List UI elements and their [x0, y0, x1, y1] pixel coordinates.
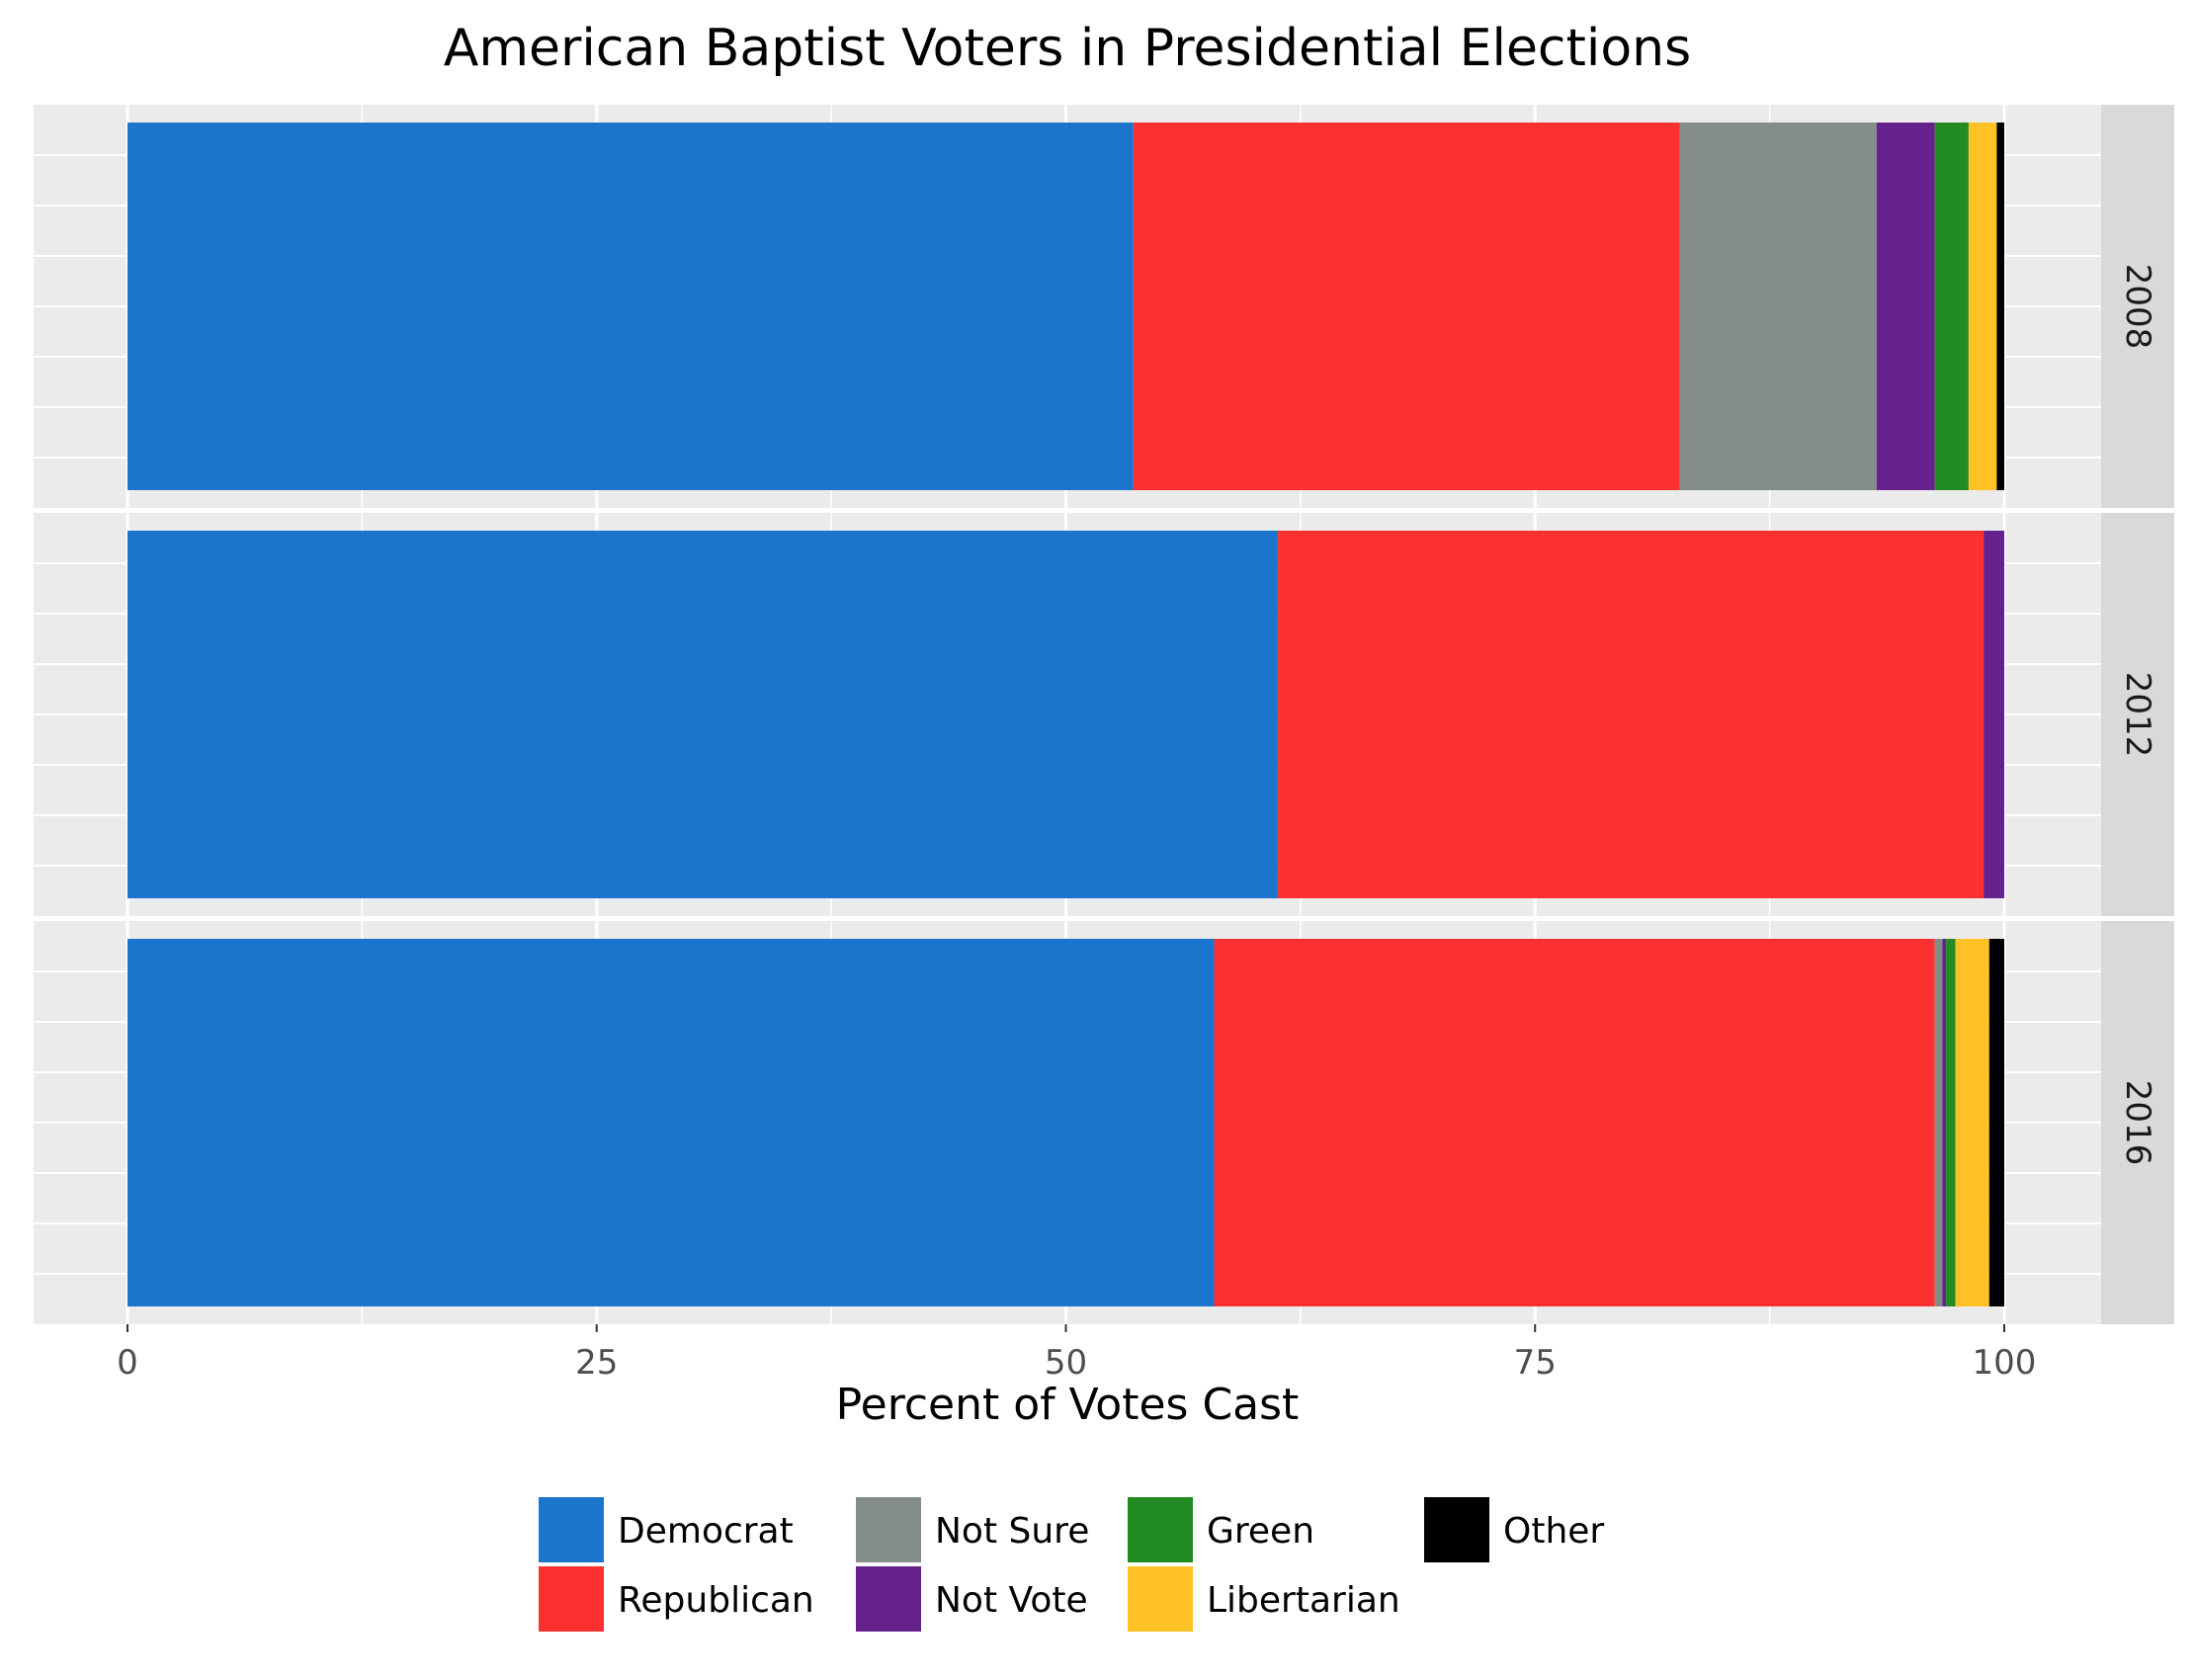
legend-item-not-sure: Not Sure: [856, 1497, 1089, 1562]
x-tick-label: 75: [1514, 1343, 1557, 1383]
bar-segment-libertarian-2016: [1956, 939, 1989, 1306]
bar-segment-democrat-2016: [127, 939, 1215, 1306]
facet-label: 2012: [2118, 672, 2157, 758]
x-tick-label: 100: [1973, 1343, 2037, 1383]
x-axis: 0 25 50 75 100: [117, 1324, 2036, 1383]
bar-segment-not-vote-2016: [1942, 939, 1946, 1306]
legend-label: Green: [1207, 1511, 1314, 1552]
legend-swatch: [539, 1566, 604, 1632]
bar-segment-republican-2012: [1278, 531, 1984, 898]
bar-segment-not-sure-2016: [1935, 939, 1943, 1306]
facet-panel-2008: 2008: [34, 105, 2174, 508]
legend-item-libertarian: Libertarian: [1128, 1566, 1400, 1632]
bar-segment-other-2008: [1996, 123, 2004, 490]
x-tick-label: 50: [1045, 1343, 1087, 1383]
facet-label: 2016: [2118, 1080, 2157, 1166]
legend-label: Not Vote: [935, 1580, 1088, 1621]
legend-label: Not Sure: [935, 1511, 1089, 1552]
bar-segment-republican-2016: [1215, 939, 1935, 1306]
x-tick-label: 25: [575, 1343, 618, 1383]
facet-panels: 2008 2012 2016: [34, 105, 2174, 1324]
legend-swatch: [856, 1497, 921, 1562]
legend-item-green: Green: [1128, 1497, 1314, 1562]
x-tick-label: 0: [117, 1343, 138, 1383]
facet-panel-2016: 2016: [34, 921, 2174, 1324]
legend-item-other: Other: [1424, 1497, 1604, 1562]
bar-segment-not-vote-2012: [1984, 531, 2004, 898]
x-axis-title: Percent of Votes Cast: [836, 1380, 1300, 1430]
bar-segment-democrat-2008: [127, 123, 1134, 490]
legend-label: Libertarian: [1207, 1580, 1400, 1621]
bar-segment-green-2016: [1946, 939, 1955, 1306]
legend-swatch: [539, 1497, 604, 1562]
legend-swatch: [856, 1566, 921, 1632]
bar-segment-green-2008: [1935, 123, 1969, 490]
bar-segment-other-2016: [1989, 939, 2004, 1306]
bar-segment-not-vote-2008: [1877, 123, 1935, 490]
legend-swatch: [1424, 1497, 1489, 1562]
legend-label: Democrat: [618, 1511, 794, 1552]
facet-panel-2012: 2012: [34, 513, 2174, 916]
legend-label: Other: [1503, 1511, 1604, 1552]
legend-swatch: [1128, 1497, 1193, 1562]
legend-item-republican: Republican: [539, 1566, 814, 1632]
bar-segment-libertarian-2008: [1969, 123, 1996, 490]
legend: Democrat Republican Not Sure Not Vote Green L…: [539, 1497, 1604, 1632]
facet-label: 2008: [2118, 264, 2157, 350]
bar-segment-not-sure-2008: [1679, 123, 1876, 490]
legend-swatch: [1128, 1566, 1193, 1632]
bar-segment-republican-2008: [1134, 123, 1680, 490]
legend-item-not-vote: Not Vote: [856, 1566, 1088, 1632]
bar-segment-democrat-2012: [127, 531, 1278, 898]
legend-item-democrat: Democrat: [539, 1497, 794, 1562]
legend-label: Republican: [618, 1580, 814, 1621]
chart-title: American Baptist Voters in Presidential …: [444, 19, 1691, 78]
